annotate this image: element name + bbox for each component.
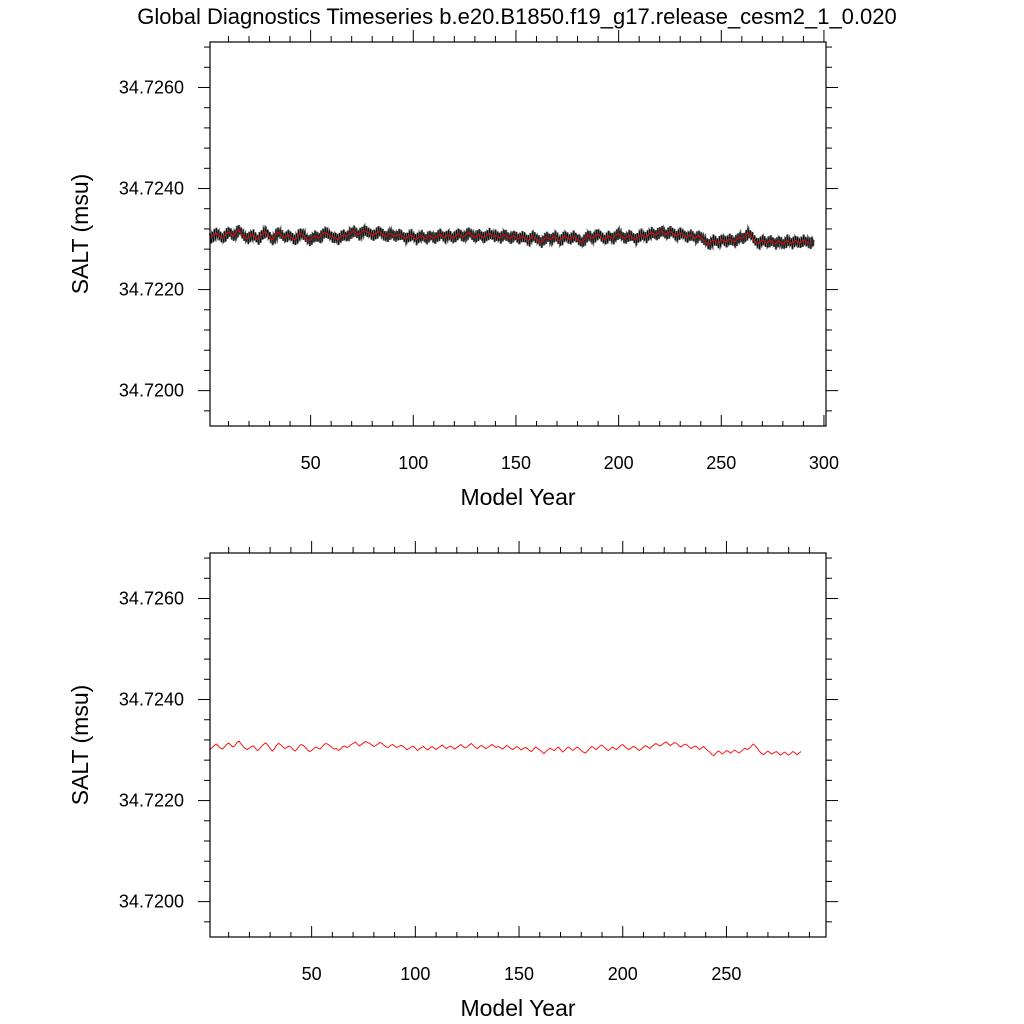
bottom-x-tick-label: 200 (608, 964, 638, 984)
bottom-plot-frame (209, 552, 827, 938)
top-panel: 50 100 150 200 250 300 34.7200 34.7220 34.7240 34… (67, 30, 839, 510)
top-x-tick-label: 150 (501, 453, 531, 473)
top-y-tick-label: 34.7260 (119, 77, 184, 97)
top-annual-series-line (209, 229, 812, 246)
top-ticks-layer (198, 30, 838, 426)
top-y-tick-label: 34.7200 (119, 381, 184, 401)
top-y-tick-label: 34.7220 (119, 280, 184, 300)
top-x-axis-label: Model Year (460, 484, 575, 510)
top-plot-frame (209, 41, 827, 427)
bottom-tick-labels-layer: 50 100 150 200 250 34.7200 34.7220 34.7240 34.72… (119, 588, 742, 984)
top-x-tick-label: 300 (809, 453, 839, 473)
bottom-y-tick-label: 34.7220 (119, 791, 184, 811)
bottom-y-axis-label: SALT (msu) (67, 685, 93, 806)
bottom-x-tick-label: 250 (711, 964, 741, 984)
top-x-tick-label: 100 (398, 453, 428, 473)
bottom-ticks-layer (198, 541, 838, 937)
top-y-axis-label: SALT (msu) (67, 174, 93, 295)
bottom-panel: 50 100 150 200 250 34.7200 34.7220 34.7240 34.72… (67, 541, 838, 1021)
bottom-x-axis-label: Model Year (460, 995, 575, 1021)
bottom-x-tick-label: 50 (302, 964, 322, 984)
bottom-x-tick-label: 100 (400, 964, 430, 984)
bottom-y-tick-label: 34.7240 (119, 690, 184, 710)
top-x-tick-label: 250 (706, 453, 736, 473)
top-y-tick-label: 34.7240 (119, 179, 184, 199)
bottom-series-layer (209, 740, 802, 757)
top-tick-labels-layer: 50 100 150 200 250 300 34.7200 34.7220 34.7240 34… (119, 77, 839, 473)
bottom-y-tick-label: 34.7200 (119, 892, 184, 912)
top-x-tick-label: 200 (604, 453, 634, 473)
bottom-y-tick-label: 34.7260 (119, 588, 184, 608)
top-x-tick-label: 50 (301, 453, 321, 473)
top-series-layer (208, 222, 815, 252)
bottom-x-tick-label: 150 (504, 964, 534, 984)
bottom-annual-series-line (209, 740, 802, 757)
figure-title: Global Diagnostics Timeseries b.e20.B185… (137, 4, 896, 29)
